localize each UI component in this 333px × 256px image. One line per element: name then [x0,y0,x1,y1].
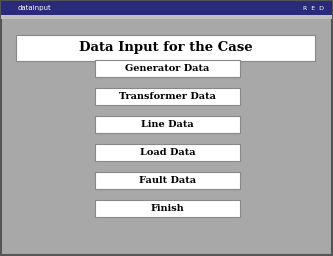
Text: Generator Data: Generator Data [125,64,210,73]
Text: Data Input for the Case: Data Input for the Case [79,41,252,55]
Text: Finish: Finish [151,204,184,213]
Text: Load Data: Load Data [140,148,195,157]
FancyBboxPatch shape [1,15,332,19]
FancyBboxPatch shape [95,200,240,217]
FancyBboxPatch shape [1,1,332,15]
FancyBboxPatch shape [95,172,240,189]
FancyBboxPatch shape [16,35,315,61]
Text: R  E  D: R E D [303,5,324,10]
Text: Fault Data: Fault Data [139,176,196,185]
Text: Transformer Data: Transformer Data [119,92,216,101]
Text: datainput: datainput [18,5,52,11]
FancyBboxPatch shape [95,144,240,161]
FancyBboxPatch shape [95,116,240,133]
FancyBboxPatch shape [95,88,240,105]
Text: Line Data: Line Data [141,120,194,129]
FancyBboxPatch shape [95,60,240,77]
